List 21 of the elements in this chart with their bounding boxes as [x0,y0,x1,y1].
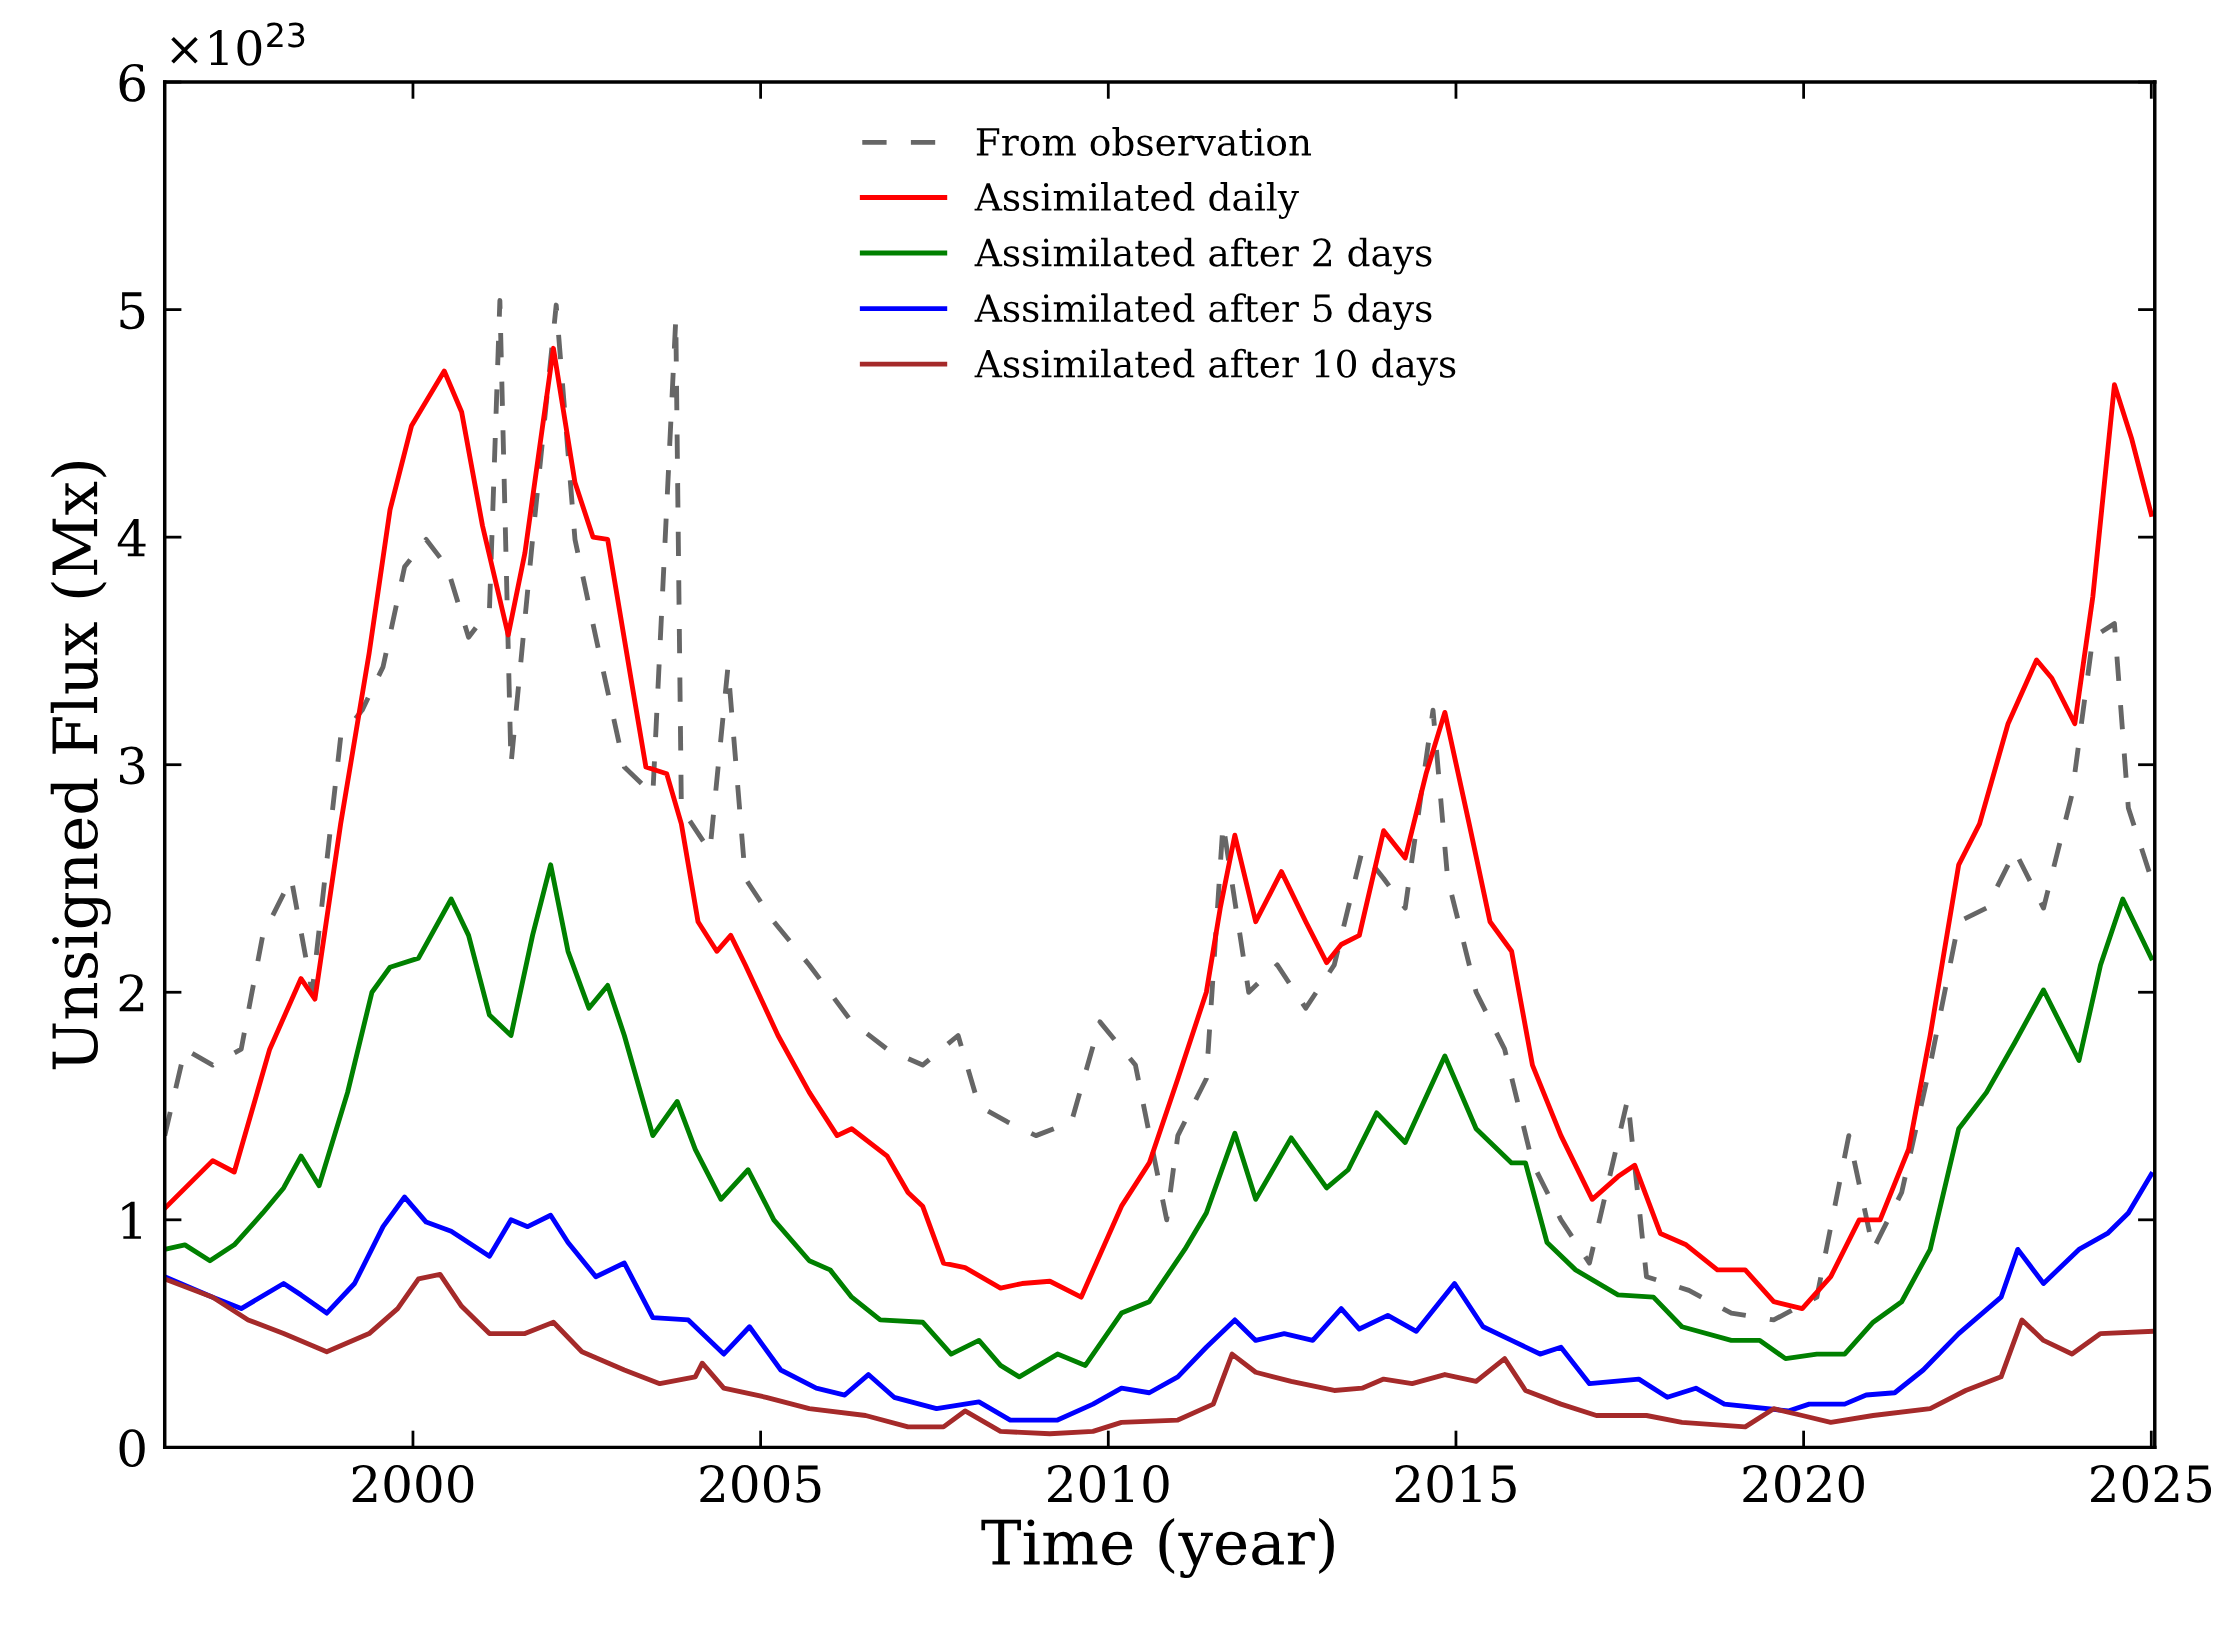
x-tick-label: 2025 [2091,1464,2212,1503]
legend-label: Assimilated after 10 days [974,348,1456,386]
y-tick-label: 1 [122,1201,141,1239]
y-tick-label: 6 [119,63,145,102]
y-tick-label: 4 [117,519,146,557]
x-tick-label: 2015 [1395,1464,1516,1503]
text: ×10$^{23}$ [171,22,305,66]
legend-label: Assimilated after 5 days [974,293,1432,331]
y-tick-label: 2 [119,974,144,1012]
x-tick-label: 2000 [352,1464,474,1503]
y-tick-label: 5 [120,292,145,330]
legend-label: Assimilated after 2 days [974,237,1432,275]
x-tick-label: 2010 [1048,1464,1169,1503]
legend-label: From observation [976,127,1312,157]
y-tick-label: 0 [119,1429,145,1468]
x-tick-label: 2020 [1743,1464,1864,1503]
y-tick-label: 3 [120,746,145,785]
x-tick-label: 2005 [700,1464,821,1503]
legend-label: Assimilated daily [974,182,1299,219]
x-axis-title: Time (year) [981,1517,1334,1578]
y-axis-title: Unsigned Flux (Mx) [50,462,111,1070]
